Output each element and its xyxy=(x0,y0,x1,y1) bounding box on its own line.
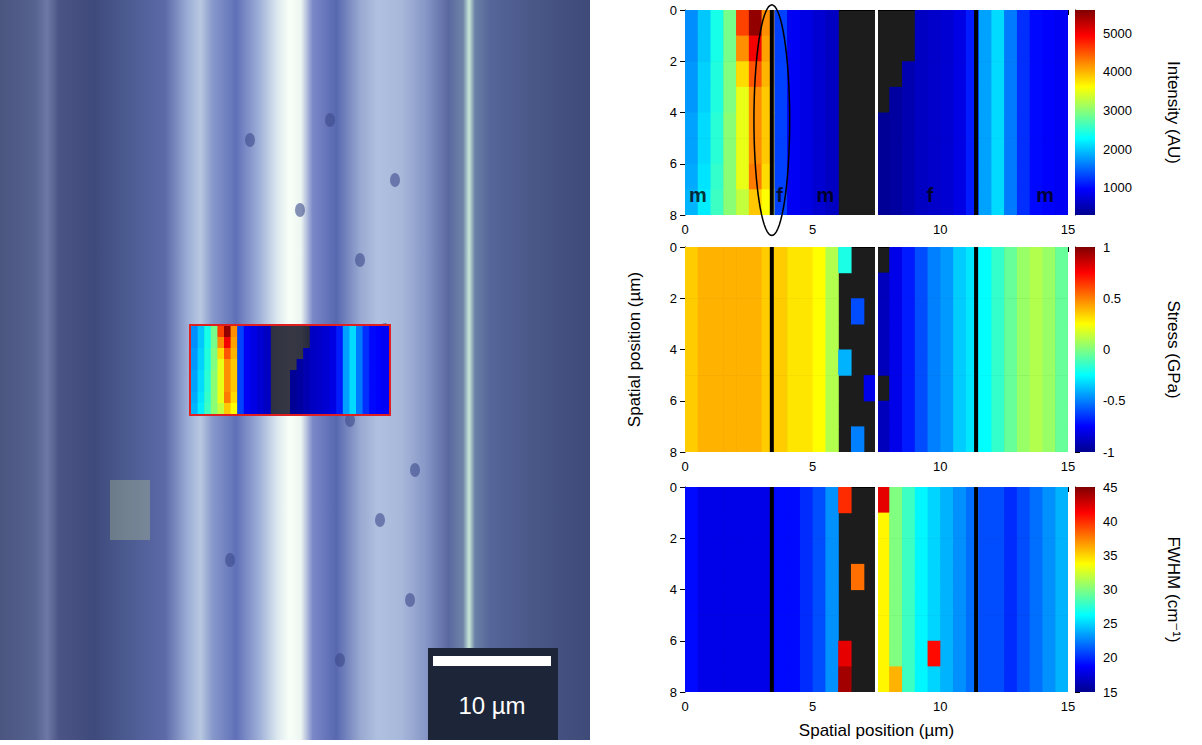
svg-text:10: 10 xyxy=(933,459,947,474)
svg-text:0: 0 xyxy=(681,699,688,714)
svg-text:2000: 2000 xyxy=(1103,142,1132,157)
svg-text:8: 8 xyxy=(670,445,677,460)
svg-text:20: 20 xyxy=(1103,650,1117,665)
svg-text:Spatial position (µm): Spatial position (µm) xyxy=(625,272,644,427)
svg-text:6: 6 xyxy=(670,156,677,171)
svg-text:1: 1 xyxy=(1103,240,1110,255)
svg-text:45: 45 xyxy=(1103,480,1117,495)
svg-text:10 µm: 10 µm xyxy=(458,692,525,719)
svg-text:0: 0 xyxy=(670,240,677,255)
svg-text:10: 10 xyxy=(933,222,947,237)
svg-text:10: 10 xyxy=(933,699,947,714)
svg-text:5: 5 xyxy=(809,222,816,237)
svg-text:0.5: 0.5 xyxy=(1103,291,1121,306)
svg-text:0: 0 xyxy=(681,459,688,474)
svg-text:0: 0 xyxy=(670,480,677,495)
svg-text:25: 25 xyxy=(1103,616,1117,631)
svg-text:15: 15 xyxy=(1061,222,1075,237)
svg-text:4: 4 xyxy=(670,342,677,357)
svg-text:0: 0 xyxy=(1103,342,1110,357)
svg-text:-1: -1 xyxy=(1103,445,1115,460)
svg-text:5: 5 xyxy=(809,459,816,474)
svg-text:2: 2 xyxy=(670,54,677,69)
svg-text:6: 6 xyxy=(670,393,677,408)
svg-text:f: f xyxy=(927,184,934,206)
svg-text:35: 35 xyxy=(1103,548,1117,563)
svg-text:40: 40 xyxy=(1103,514,1117,529)
svg-text:2: 2 xyxy=(670,531,677,546)
svg-text:Stress (GPa): Stress (GPa) xyxy=(1164,300,1183,398)
svg-text:5: 5 xyxy=(809,699,816,714)
svg-text:0: 0 xyxy=(681,222,688,237)
svg-text:m: m xyxy=(689,184,707,206)
svg-text:6: 6 xyxy=(670,633,677,648)
svg-text:-0.5: -0.5 xyxy=(1103,393,1125,408)
svg-text:4: 4 xyxy=(670,105,677,120)
svg-text:8: 8 xyxy=(670,208,677,223)
svg-text:m: m xyxy=(1036,184,1054,206)
svg-text:Spatial position (µm): Spatial position (µm) xyxy=(799,721,954,740)
svg-text:8: 8 xyxy=(670,685,677,700)
svg-text:15: 15 xyxy=(1061,459,1075,474)
svg-text:30: 30 xyxy=(1103,582,1117,597)
svg-text:FWHM (cm⁻¹): FWHM (cm⁻¹) xyxy=(1164,536,1183,642)
svg-text:3000: 3000 xyxy=(1103,103,1132,118)
svg-text:0: 0 xyxy=(670,3,677,18)
svg-text:f: f xyxy=(776,184,783,206)
svg-text:4000: 4000 xyxy=(1103,64,1132,79)
svg-text:1000: 1000 xyxy=(1103,180,1132,195)
svg-text:Intensity (AU): Intensity (AU) xyxy=(1164,61,1183,164)
svg-text:5000: 5000 xyxy=(1103,26,1132,41)
svg-text:m: m xyxy=(817,184,835,206)
svg-text:4: 4 xyxy=(670,582,677,597)
svg-text:2: 2 xyxy=(670,291,677,306)
svg-text:15: 15 xyxy=(1103,685,1117,700)
svg-text:15: 15 xyxy=(1061,699,1075,714)
